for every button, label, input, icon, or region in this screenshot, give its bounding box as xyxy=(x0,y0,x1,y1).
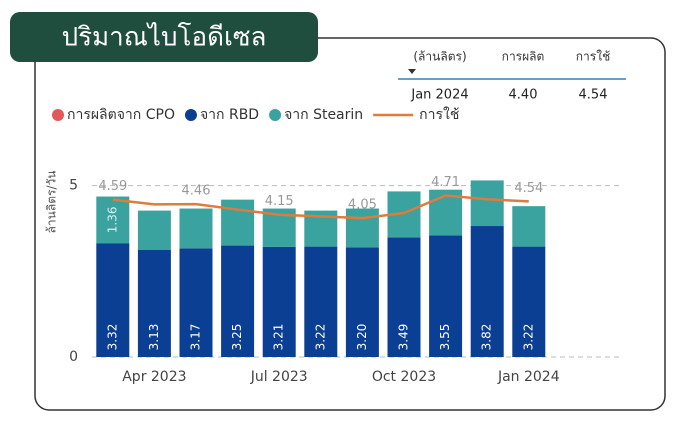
data-label: 3.22 xyxy=(313,324,327,351)
data-label: 3.20 xyxy=(355,324,369,351)
data-label: 4.59 xyxy=(98,179,127,194)
data-label: 3.25 xyxy=(230,324,244,351)
line xyxy=(112,194,529,220)
bar-segment xyxy=(470,226,504,357)
bar-segment xyxy=(387,237,421,357)
bar-segment xyxy=(221,199,255,246)
x-tick-label: Apr 2023 xyxy=(122,369,186,385)
table-cell: Jan 2024 xyxy=(410,88,468,103)
data-label: 3.49 xyxy=(397,324,411,351)
table-header: การผลิต xyxy=(502,50,545,64)
legend-marker xyxy=(52,109,64,121)
bar-segment xyxy=(429,235,463,357)
data-label: 3.17 xyxy=(189,324,203,351)
legend-label: การใช้ xyxy=(419,106,459,123)
data-label: 3.55 xyxy=(438,324,452,351)
x-tick-label: Oct 2023 xyxy=(372,369,436,385)
data-label: 4.54 xyxy=(514,181,543,196)
bar-segment xyxy=(221,245,255,357)
table-cell: 4.40 xyxy=(509,88,538,103)
data-label: 3.32 xyxy=(105,324,119,351)
bar-segment xyxy=(96,196,130,244)
data-label: 3.13 xyxy=(147,324,161,351)
title-box xyxy=(10,12,318,62)
legend-label: การผลิตจาก CPO xyxy=(67,107,175,123)
bar-segment xyxy=(512,206,546,247)
legend-marker xyxy=(269,109,282,121)
x-tick-label: Jul 2023 xyxy=(250,369,308,385)
chart-title: ปริมาณไบโอดีเซล xyxy=(62,22,267,53)
bar-segment xyxy=(96,243,130,357)
data-label: 4.05 xyxy=(348,198,377,213)
sort-icon xyxy=(408,69,416,74)
legend-label: จาก RBD xyxy=(200,107,259,123)
table-header: การใช้ xyxy=(576,50,610,64)
table-header: (ล้านลิตร) xyxy=(413,50,466,64)
bar-segment xyxy=(304,246,338,357)
y-axis-label: ล้านลิตร/วัน xyxy=(45,171,59,234)
bar-segment xyxy=(470,180,504,227)
bar-segment xyxy=(137,249,171,357)
bar-segment xyxy=(262,246,296,357)
data-label: 1.36 xyxy=(105,206,119,233)
data-label: 4.71 xyxy=(431,175,460,190)
data-label: 3.21 xyxy=(272,324,286,351)
y-tick-label: 5 xyxy=(69,178,78,194)
legend-label: จาก Stearin xyxy=(284,107,363,123)
bar-segment xyxy=(345,208,379,248)
bar-segment xyxy=(512,246,546,357)
bar-segment xyxy=(137,210,171,250)
data-label: 4.46 xyxy=(182,184,211,199)
table-cell: 4.54 xyxy=(579,88,608,103)
bar-segment xyxy=(345,247,379,357)
data-label: 3.82 xyxy=(480,324,494,351)
bar-segment xyxy=(179,248,213,357)
y-tick-label: 0 xyxy=(69,349,78,365)
data-label: 3.22 xyxy=(521,324,535,351)
x-tick-label: Jan 2024 xyxy=(497,369,560,385)
data-label: 4.15 xyxy=(265,194,294,209)
bar-segment xyxy=(179,208,213,249)
legend-marker xyxy=(184,109,197,121)
